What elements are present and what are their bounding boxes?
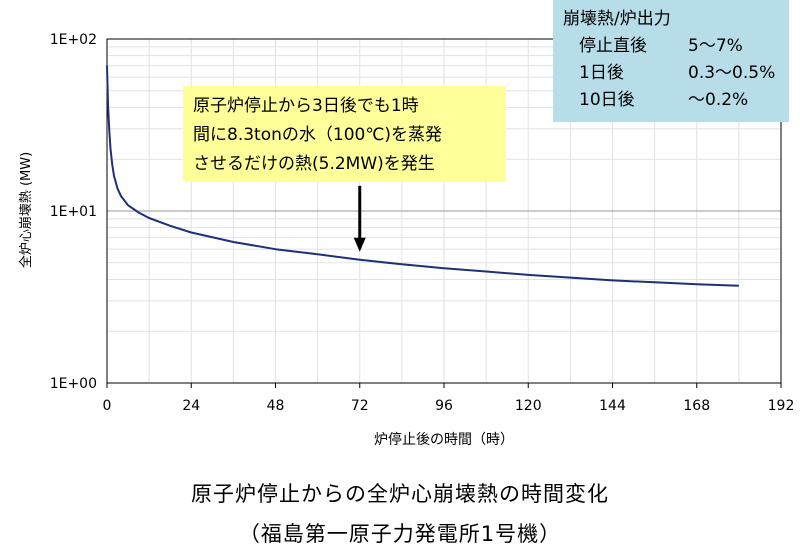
annotation-arrow xyxy=(353,185,366,252)
series-layer xyxy=(106,65,739,287)
x-tick-label: 0 xyxy=(103,398,112,414)
info-box-title: 崩壊熱/炉出力 xyxy=(563,9,671,29)
figure-subtitle: （福島第一原子力発電所1号機） xyxy=(238,522,562,546)
figure-title: 原子炉停止からの全炉心崩壊熱の時間変化 xyxy=(191,482,609,506)
decay-heat-ratio-box: 崩壊熱/炉出力 停止直後 5～7% 1日後 0.3～0.5% 10日後 ～0.2… xyxy=(553,0,789,122)
info-row-label: 10日後 xyxy=(579,90,635,110)
x-tick-label: 48 xyxy=(267,398,285,414)
callout-annotation: 原子炉停止から3日後でも1時 間に8.3tonの水（100℃)を蒸発 させるだけ… xyxy=(183,86,506,182)
x-tick-label: 24 xyxy=(182,398,200,414)
arrow-head xyxy=(353,237,366,252)
callout-line: させるだけの熱(5.2MW)を発生 xyxy=(193,154,435,174)
info-row-label: 1日後 xyxy=(579,63,624,83)
y-tick-label: 1E+02 xyxy=(50,32,97,48)
info-row-value: 5～7% xyxy=(688,36,743,56)
x-tick-label: 144 xyxy=(599,398,626,414)
info-row: 10日後 ～0.2% xyxy=(563,87,779,114)
info-row-value: ～0.2% xyxy=(688,90,749,110)
callout-line: 間に8.3tonの水（100℃)を蒸発 xyxy=(193,125,443,145)
axis-ticks: 0 24 48 72 96 120 144 168 192 1E+00 1E+01 1E+02 xyxy=(50,32,795,414)
info-row: 1日後 0.3～0.5% xyxy=(563,60,779,87)
decay-heat-curve xyxy=(106,65,739,287)
x-tick-label: 192 xyxy=(768,398,795,414)
y-tick-label: 1E+00 xyxy=(50,376,97,392)
x-tick-label: 168 xyxy=(683,398,710,414)
callout-line: 原子炉停止から3日後でも1時 xyxy=(193,96,419,116)
y-axis-label: 全炉心崩壊熱 (MW) xyxy=(18,152,34,268)
info-row-value: 0.3～0.5% xyxy=(688,63,776,83)
x-tick-label: 96 xyxy=(435,398,453,414)
x-tick-label: 120 xyxy=(515,398,542,414)
y-tick-label: 1E+01 xyxy=(50,204,97,220)
x-axis-label: 炉停止後の時間（時） xyxy=(374,431,514,448)
info-row: 停止直後 5～7% xyxy=(563,33,779,60)
x-tick-label: 72 xyxy=(351,398,369,414)
info-row-label: 停止直後 xyxy=(579,36,647,56)
